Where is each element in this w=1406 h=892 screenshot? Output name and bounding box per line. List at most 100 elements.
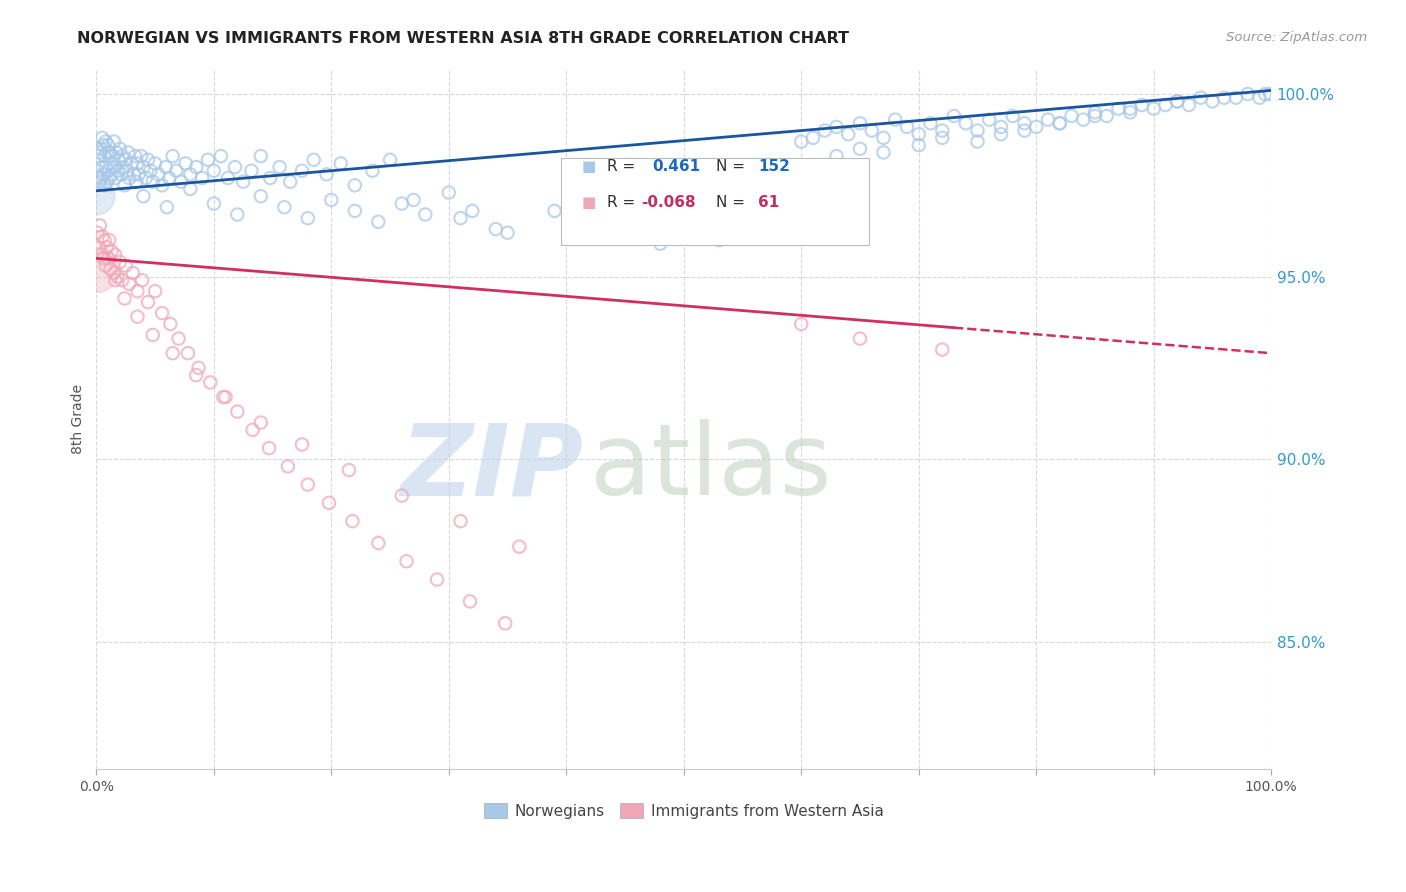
Point — [1143, 102, 1166, 116]
Point — [990, 127, 1012, 141]
Point — [90, 247, 112, 261]
Point — [209, 149, 232, 163]
Point — [150, 306, 173, 320]
Point — [250, 189, 273, 203]
Y-axis label: 8th Grade: 8th Grade — [72, 384, 86, 454]
Point — [450, 211, 472, 226]
Point — [920, 116, 942, 130]
Point — [87, 149, 110, 163]
Point — [110, 167, 132, 181]
Point — [165, 163, 187, 178]
Point — [135, 171, 157, 186]
Point — [242, 423, 264, 437]
Point — [114, 292, 136, 306]
Point — [179, 167, 201, 181]
Point — [104, 273, 127, 287]
Point — [291, 437, 314, 451]
Text: 61: 61 — [758, 194, 779, 210]
Point — [93, 233, 115, 247]
Point — [197, 153, 219, 167]
Point — [97, 138, 120, 153]
Point — [1166, 95, 1188, 109]
Point — [93, 138, 115, 153]
Point — [118, 171, 141, 186]
Point — [361, 163, 384, 178]
Point — [1036, 112, 1059, 127]
Point — [93, 167, 115, 181]
Point — [224, 160, 246, 174]
Point — [979, 112, 1001, 127]
Text: ■: ■ — [582, 159, 596, 174]
Point — [402, 193, 425, 207]
Point — [86, 163, 108, 178]
Point — [250, 416, 273, 430]
Point — [955, 116, 977, 130]
Point — [179, 182, 201, 196]
Point — [121, 156, 143, 170]
Point — [273, 200, 295, 214]
Point — [461, 203, 484, 218]
Point — [200, 376, 222, 390]
Point — [1258, 87, 1281, 101]
Point — [814, 123, 837, 137]
Point — [114, 178, 136, 193]
Point — [150, 178, 173, 193]
Point — [872, 145, 894, 160]
Point — [212, 390, 235, 404]
Point — [202, 163, 225, 178]
Point — [121, 266, 143, 280]
Point — [1154, 98, 1177, 112]
Point — [103, 160, 125, 174]
Point — [186, 160, 208, 174]
Point — [100, 167, 122, 181]
Point — [94, 259, 117, 273]
Point — [849, 116, 872, 130]
Point — [1071, 112, 1094, 127]
Point — [543, 203, 565, 218]
Point — [104, 171, 127, 186]
Point — [162, 149, 184, 163]
Point — [707, 233, 730, 247]
Point — [277, 459, 299, 474]
Point — [174, 156, 197, 170]
Point — [86, 226, 108, 240]
Point — [458, 594, 481, 608]
Point — [157, 171, 180, 186]
Text: 152: 152 — [758, 159, 790, 174]
Point — [142, 175, 165, 189]
Point — [136, 153, 159, 167]
Point — [96, 145, 118, 160]
Point — [426, 573, 449, 587]
Point — [108, 142, 131, 156]
Point — [124, 149, 146, 163]
Point — [257, 441, 280, 455]
Point — [508, 540, 530, 554]
Point — [1108, 102, 1130, 116]
Point — [104, 247, 127, 261]
Point — [297, 477, 319, 491]
Point — [343, 178, 366, 193]
Point — [214, 390, 236, 404]
Point — [1049, 116, 1071, 130]
Point — [494, 616, 516, 631]
Point — [931, 131, 953, 145]
Point — [291, 163, 314, 178]
Point — [89, 175, 111, 189]
Point — [395, 554, 418, 568]
Point — [391, 196, 413, 211]
Point — [101, 149, 124, 163]
Point — [86, 262, 108, 277]
Point — [217, 171, 239, 186]
Point — [226, 404, 249, 418]
Point — [148, 167, 170, 181]
Text: ZIP: ZIP — [401, 419, 583, 516]
Point — [94, 135, 117, 149]
Point — [1119, 105, 1142, 120]
Point — [1084, 109, 1107, 123]
Text: -0.068: -0.068 — [641, 194, 696, 210]
Point — [1060, 109, 1083, 123]
Point — [849, 142, 872, 156]
Point — [1095, 109, 1118, 123]
Point — [860, 123, 883, 137]
Point — [342, 514, 364, 528]
